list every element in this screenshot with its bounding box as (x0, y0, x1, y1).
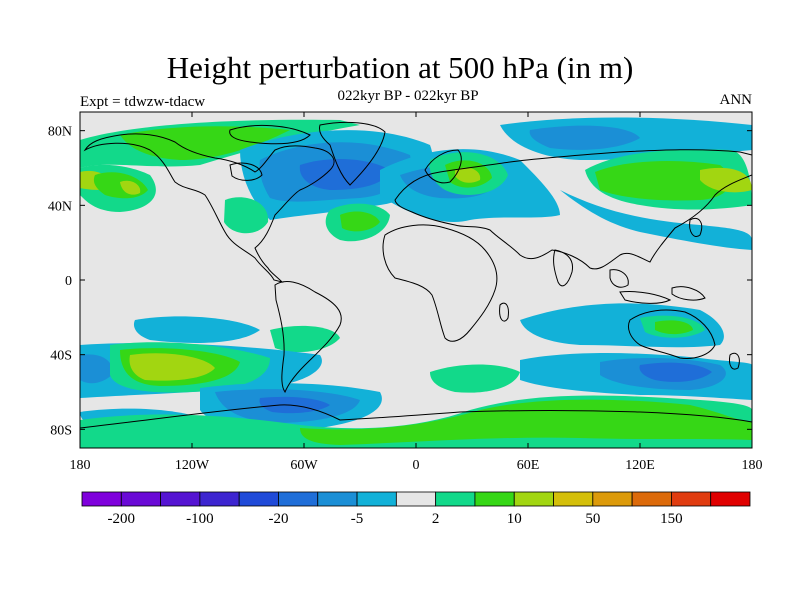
lat-tick-label: 80N (48, 125, 72, 140)
colorbar-swatch (238, 491, 279, 507)
coastline (689, 217, 703, 237)
contour-region (700, 167, 752, 193)
colorbar-swatch (395, 491, 437, 507)
colorbar-swatch (81, 491, 122, 507)
contour-fill-layer (80, 117, 752, 448)
colorbar-label: -200 (108, 511, 136, 527)
contour-region (529, 125, 640, 150)
colorbar-swatch (553, 491, 594, 507)
lon-tick-label: 0 (413, 458, 420, 473)
plot-title: Height perturbation at 500 hPa (in m) (166, 50, 634, 85)
colorbar-swatch (592, 491, 633, 507)
colorbar-label: 2 (432, 511, 440, 527)
colorbar-swatch (356, 491, 397, 507)
lat-tick-label: 80S (50, 423, 72, 438)
coastline (319, 121, 386, 186)
colorbar-swatch (120, 491, 161, 507)
contour-region (430, 364, 520, 393)
coastline (80, 404, 752, 429)
contour-region (133, 316, 260, 343)
contour-region (560, 190, 752, 250)
coastline (394, 149, 752, 270)
coastline (229, 124, 311, 145)
colorbar-swatch (199, 491, 240, 507)
coastline (424, 149, 462, 184)
colorbar-label: 50 (585, 511, 600, 527)
contour-region (270, 325, 340, 353)
colorbar-swatch (474, 491, 515, 507)
plot-subtitle: 022kyr BP - 022kyr BP (337, 88, 479, 104)
lon-tick-label: 60E (517, 458, 540, 473)
coastlines (80, 121, 752, 429)
coastline (729, 352, 740, 370)
experiment-label: Expt = tdwzw-tdacw (80, 94, 206, 110)
contour-region (655, 320, 693, 335)
colorbar-label: -100 (186, 511, 214, 527)
contour-region (639, 362, 712, 382)
contour-region (80, 354, 113, 384)
contour-region (595, 160, 731, 201)
contour-region (129, 353, 215, 381)
season-label: ANN (719, 92, 753, 108)
colorbar-label: -20 (268, 511, 288, 527)
longitude-axis: 180 120W 60W 0 60E 120E 180 (70, 112, 763, 473)
contour-region (455, 167, 481, 183)
colorbar-label: 150 (660, 511, 683, 527)
colorbar-swatch (435, 491, 476, 507)
lat-tick-label: 40S (50, 349, 72, 364)
colorbar-swatch (160, 491, 201, 507)
contour-region (300, 399, 752, 445)
coastline (382, 224, 498, 342)
colorbar-swatch (513, 491, 554, 507)
colorbar: -200 -100 -20 -5 2 10 50 150 (81, 491, 751, 527)
colorbar-swatch (317, 491, 358, 507)
contour-region (120, 126, 290, 160)
coastline (671, 286, 706, 301)
lon-tick-label: 120W (175, 458, 210, 473)
coastline (619, 291, 672, 304)
coastline (609, 269, 629, 288)
latitude-axis: 80N 40N 0 40S 80S (48, 125, 752, 438)
colorbar-swatch (631, 491, 672, 507)
coastline (229, 162, 263, 181)
coastline (83, 133, 335, 283)
contour-region (299, 158, 390, 190)
lon-tick-label: 180 (742, 458, 763, 473)
colorbar-swatch (710, 491, 751, 507)
contour-region (224, 197, 269, 234)
lat-tick-label: 0 (65, 274, 72, 289)
contour-region (120, 180, 141, 195)
lon-tick-label: 120E (625, 458, 655, 473)
lon-tick-label: 180 (70, 458, 91, 473)
colorbar-swatch (278, 491, 319, 507)
colorbar-swatch (671, 491, 712, 507)
coastline (627, 309, 716, 359)
contour-region (340, 211, 380, 232)
coastline (274, 281, 342, 394)
lat-tick-label: 40N (48, 199, 72, 214)
colorbar-label: -5 (351, 511, 364, 527)
coastline (499, 302, 509, 322)
colorbar-label: 10 (507, 511, 522, 527)
coastline (553, 249, 574, 287)
lon-tick-label: 60W (290, 458, 318, 473)
